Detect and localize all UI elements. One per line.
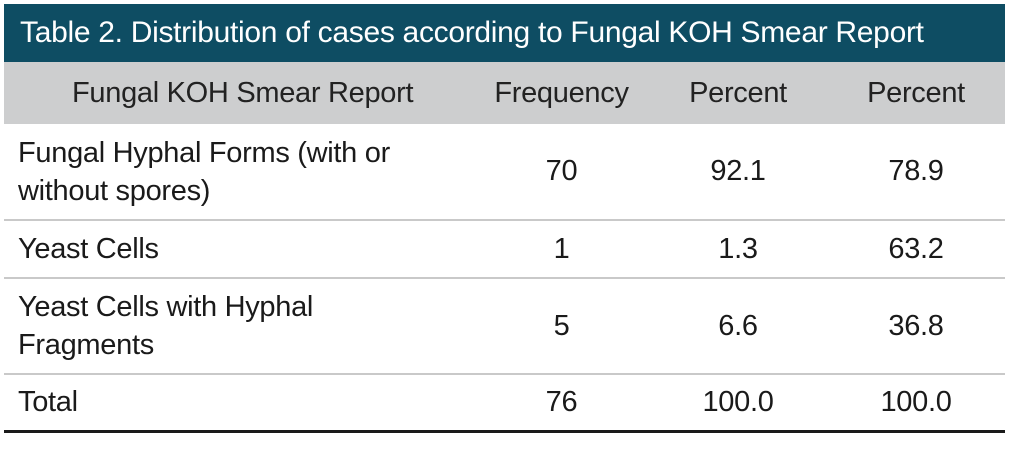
cell-percent: 92.1 [649, 124, 827, 221]
row-label: Yeast Cells with Hyphal Fragments [4, 278, 474, 375]
row-label-text: Fungal Hyphal Forms (with or without spo… [18, 136, 390, 207]
cell-percent-2: 36.8 [827, 278, 1005, 375]
table-grid: Fungal KOH Smear Report Frequency Percen… [4, 62, 1005, 433]
cell-percent: 1.3 [649, 220, 827, 279]
header-row: Fungal KOH Smear Report Frequency Percen… [4, 62, 1005, 124]
table-row-total: Total 76 100.0 100.0 [4, 374, 1005, 433]
row-label: Total [4, 374, 474, 433]
cell-percent-2: 100.0 [827, 374, 1005, 433]
cell-frequency: 76 [474, 374, 649, 433]
cell-frequency: 1 [474, 220, 649, 279]
table-row: Yeast Cells with Hyphal Fragments 5 6.6 … [4, 278, 1005, 375]
header-cell-frequency: Frequency [494, 76, 629, 109]
cell-percent-2: 78.9 [827, 124, 1005, 221]
header-cell-report: Fungal KOH Smear Report [72, 76, 414, 109]
cell-frequency: 5 [474, 278, 649, 375]
cell-frequency: 70 [474, 124, 649, 221]
header-cell-percent: Percent [689, 76, 787, 109]
cell-percent: 6.6 [649, 278, 827, 375]
row-label: Fungal Hyphal Forms (with or without spo… [4, 124, 474, 221]
cell-percent-2: 63.2 [827, 220, 1005, 279]
table-row: Fungal Hyphal Forms (with or without spo… [4, 124, 1005, 221]
data-table: Table 2. Distribution of cases according… [4, 4, 1005, 433]
header-cell-percent-2: Percent [867, 76, 965, 109]
row-label: Yeast Cells [4, 220, 474, 279]
cell-percent: 100.0 [649, 374, 827, 433]
row-label-text: Yeast Cells with Hyphal Fragments [18, 291, 314, 361]
table-title: Table 2. Distribution of cases according… [4, 4, 1005, 62]
table-row: Yeast Cells 1 1.3 63.2 [4, 220, 1005, 279]
